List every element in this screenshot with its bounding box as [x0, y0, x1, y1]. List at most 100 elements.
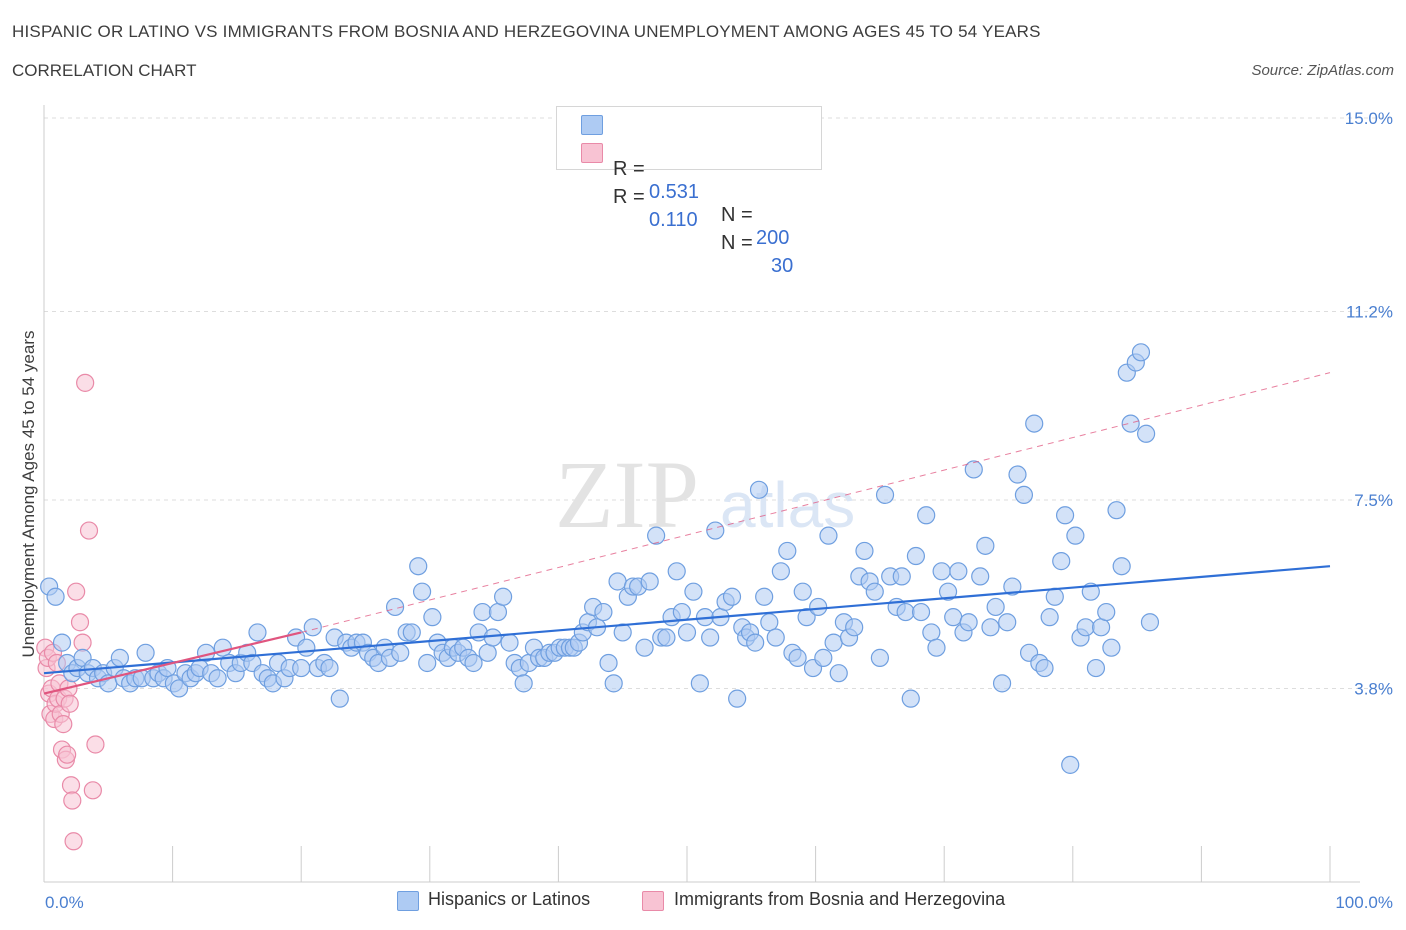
y-tick-label: 3.8%	[1354, 679, 1393, 698]
blue-data-point	[478, 643, 497, 662]
legend-n-label-pink: N =	[721, 232, 753, 254]
blue-data-point	[749, 480, 769, 499]
blue-data-point	[1091, 618, 1111, 637]
blue-data-point	[901, 689, 920, 708]
blue-data-point	[1137, 424, 1156, 443]
bottom-legend-blue-label: Hispanics or Latinos	[428, 889, 591, 909]
correlation-legend: R = 0.531 N = 200 R = 0.110 N = 30	[556, 106, 822, 277]
blue-data-point	[418, 653, 437, 673]
blue-data-point	[911, 602, 931, 622]
blue-data-point	[514, 674, 533, 693]
blue-data-point	[409, 557, 428, 576]
x-tick-label-min: 0.0%	[45, 893, 84, 912]
blue-data-point	[110, 648, 129, 667]
blue-data-point	[1102, 638, 1121, 657]
y-tick-labels: 3.8% 7.5% 11.2% 15.0%	[1345, 109, 1393, 698]
blue-data-point	[949, 562, 968, 581]
watermark: ZIP atlas	[555, 441, 855, 548]
blue-data-point	[766, 628, 785, 647]
pink-data-point	[67, 582, 86, 601]
x-ticks	[43, 846, 1331, 882]
legend-r-label-pink: R =	[613, 186, 645, 208]
blue-data-point	[412, 582, 432, 601]
pink-data-point	[61, 776, 81, 795]
blue-data-point	[604, 674, 623, 693]
blue-data-point	[46, 587, 65, 606]
blue-data-point	[488, 602, 508, 622]
blue-data-point	[647, 526, 666, 545]
pink-data-point	[63, 791, 82, 810]
blue-data-point	[1055, 506, 1075, 525]
blue-data-point	[385, 597, 405, 617]
blue-data-point	[938, 582, 958, 601]
blue-data-point	[875, 485, 895, 505]
blue-data-point	[845, 618, 864, 637]
blue-data-point	[855, 541, 874, 561]
legend-r-value-pink: 0.110	[649, 209, 698, 231]
blue-data-point	[613, 623, 632, 642]
axes	[43, 105, 1360, 883]
blue-data-point	[959, 613, 978, 632]
blue-data-point	[971, 567, 990, 586]
blue-data-point	[728, 689, 747, 708]
blue-data-point	[213, 638, 232, 657]
blue-data-point	[402, 623, 421, 642]
blue-data-point	[608, 572, 627, 591]
blue-data-point	[292, 658, 311, 678]
watermark-zip: ZIP	[555, 441, 699, 548]
blue-data-point	[483, 628, 502, 647]
blue-trend-line	[43, 565, 1331, 675]
blue-data-point	[136, 643, 155, 662]
blue-data-point	[208, 669, 227, 688]
blue-data-point	[892, 567, 911, 586]
pink-data-point	[70, 613, 90, 632]
blue-data-point	[473, 602, 492, 622]
blue-data-point	[981, 618, 1000, 637]
blue-data-point	[320, 658, 339, 678]
blue-data-point	[52, 633, 72, 652]
legend-r-label-blue: R =	[613, 158, 645, 180]
pink-swatch	[581, 143, 603, 163]
blue-data-point	[755, 587, 774, 606]
y-tick-label: 15.0%	[1345, 109, 1393, 128]
legend-n-value-blue: 200	[756, 227, 790, 249]
y-tick-label: 7.5%	[1354, 491, 1393, 510]
blue-data-point	[809, 597, 828, 617]
blue-data-point	[1076, 618, 1095, 637]
blue-data-point	[169, 679, 189, 698]
blue-data-point	[927, 638, 946, 657]
blue-data-point	[824, 633, 843, 652]
pink-series-points	[36, 373, 105, 851]
chart-title: HISPANIC OR LATINO VS IMMIGRANTS FROM BO…	[12, 22, 1041, 41]
blue-swatch	[581, 115, 603, 135]
blue-data-point	[778, 541, 797, 561]
source-credit: Source: ZipAtlas.com	[1251, 62, 1394, 79]
blue-data-point	[423, 608, 442, 627]
blue-data-point	[640, 572, 659, 591]
blue-data-point	[672, 602, 691, 622]
pink-data-point	[76, 373, 95, 392]
blue-data-point	[1040, 608, 1059, 627]
blue-data-point	[701, 628, 720, 647]
chart-subtitle: CORRELATION CHART	[12, 61, 197, 80]
blue-data-point	[976, 536, 995, 555]
blue-data-point	[657, 628, 676, 647]
blue-data-point	[964, 460, 983, 479]
pink-trend-line-extended	[301, 372, 1331, 633]
pink-data-point	[58, 745, 77, 764]
blue-data-point	[870, 648, 890, 667]
blue-data-point	[944, 608, 963, 627]
blue-data-point	[677, 623, 697, 642]
blue-data-point	[391, 643, 410, 662]
blue-data-point	[1107, 501, 1126, 520]
legend-row-blue: R = 0.531 N = 200	[581, 112, 789, 273]
pink-data-point	[64, 832, 83, 851]
blue-data-point	[906, 546, 926, 566]
blue-data-point	[1121, 414, 1140, 433]
blue-data-point	[635, 638, 654, 657]
blue-data-point	[706, 521, 725, 540]
legend-r-value-blue: 0.531	[649, 181, 700, 203]
y-tick-label: 11.2%	[1346, 303, 1393, 322]
blue-data-point	[464, 653, 483, 673]
blue-data-point	[330, 689, 349, 708]
